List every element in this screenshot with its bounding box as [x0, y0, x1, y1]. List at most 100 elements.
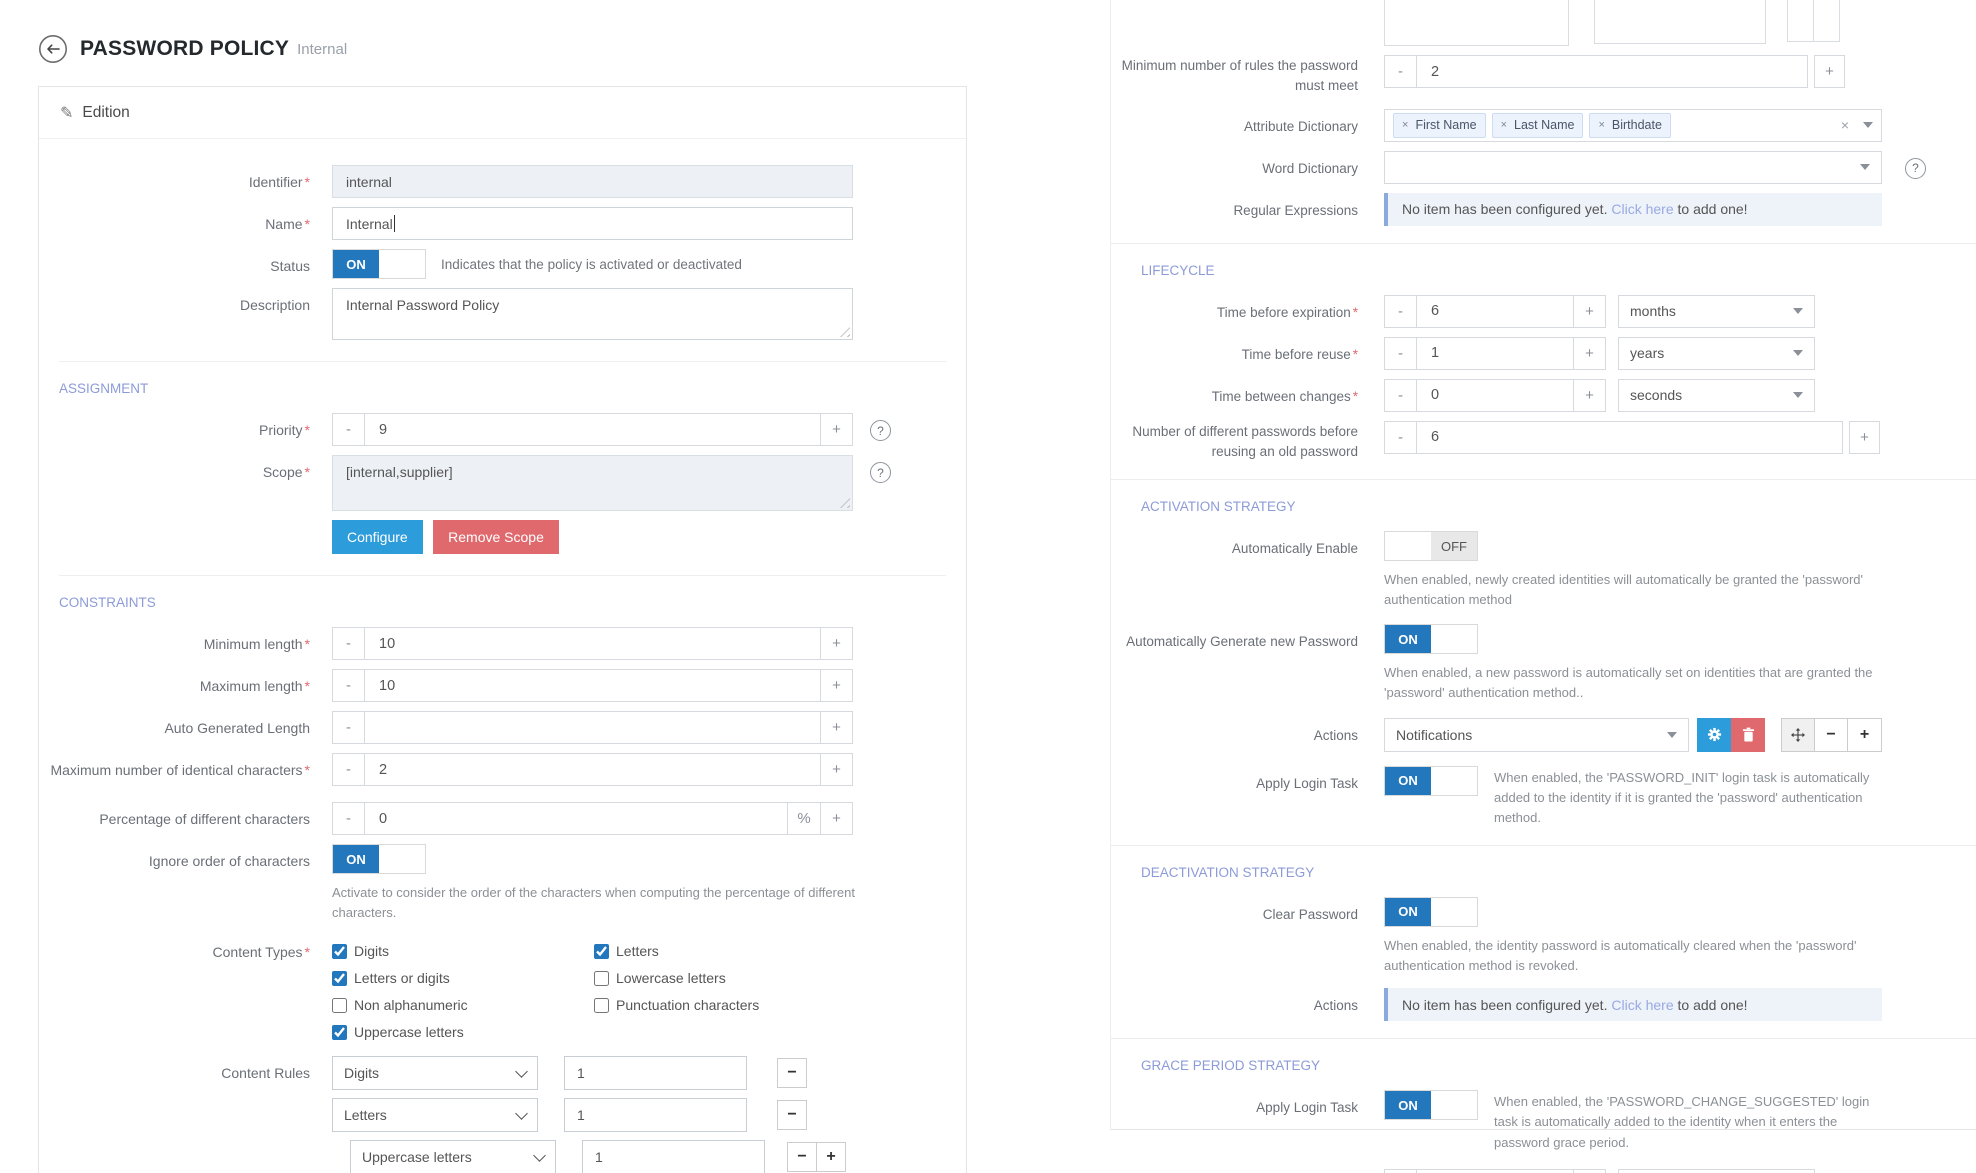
add-rule-button[interactable]: +: [816, 1142, 846, 1173]
minus-button[interactable]: -: [333, 754, 365, 785]
content-type-punctuation[interactable]: Punctuation characters: [594, 997, 853, 1013]
checkbox-input[interactable]: [594, 997, 609, 1013]
clipped-minus-button[interactable]: [1787, 0, 1814, 42]
remove-tag-icon[interactable]: ×: [1598, 119, 1605, 131]
plus-button[interactable]: +: [1849, 420, 1880, 454]
delete-action-button[interactable]: [1731, 717, 1765, 752]
content-rule-count-input[interactable]: 1: [582, 1140, 765, 1173]
remove-action-button[interactable]: −: [1815, 718, 1848, 751]
plus-button[interactable]: +: [1573, 1169, 1605, 1173]
remove-rule-button[interactable]: −: [787, 1142, 817, 1173]
clear-all-icon[interactable]: ×: [1840, 117, 1849, 133]
content-type-uppercase[interactable]: Uppercase letters: [332, 1024, 594, 1040]
between-changes-unit-select[interactable]: seconds: [1618, 378, 1815, 412]
attribute-tag-last-name[interactable]: × Last Name: [1491, 112, 1584, 138]
minimum-length-value[interactable]: 10: [379, 635, 396, 652]
attribute-tag-first-name[interactable]: × First Name: [1393, 112, 1486, 138]
actions-select[interactable]: Notifications: [1384, 717, 1689, 752]
remove-rule-button[interactable]: −: [777, 1100, 807, 1131]
clipped-select[interactable]: [1384, 0, 1569, 46]
max-identical-value[interactable]: 2: [379, 761, 388, 778]
minus-button[interactable]: -: [333, 628, 365, 659]
content-rule-type-select[interactable]: Uppercase letters: [350, 1140, 556, 1173]
word-dictionary-select[interactable]: [1384, 150, 1882, 184]
reuse-value[interactable]: 1: [1431, 345, 1440, 361]
checkbox-input[interactable]: [332, 943, 347, 959]
content-rule-count-input[interactable]: 1: [564, 1098, 747, 1133]
move-action-button[interactable]: [1782, 718, 1815, 751]
pct-different-value[interactable]: 0: [379, 810, 388, 827]
minus-button[interactable]: -: [1385, 421, 1417, 453]
configure-button[interactable]: Configure: [332, 520, 423, 554]
expiration-value[interactable]: 6: [1431, 303, 1440, 319]
plus-button[interactable]: +: [820, 628, 852, 659]
minus-button[interactable]: -: [1385, 295, 1417, 327]
plus-button[interactable]: +: [820, 712, 852, 743]
attribute-dictionary-input[interactable]: × First Name × Last Name × Birthdate ×: [1384, 108, 1882, 142]
minus-button[interactable]: -: [333, 414, 365, 445]
click-here-link[interactable]: Click here: [1611, 201, 1674, 217]
clipped-plus-button[interactable]: [1813, 0, 1840, 42]
period-unit-select[interactable]: days: [1618, 1168, 1815, 1173]
minus-button[interactable]: -: [1385, 337, 1417, 369]
remove-rule-button[interactable]: −: [777, 1058, 807, 1089]
between-changes-value[interactable]: 0: [1431, 387, 1440, 403]
reuse-unit-select[interactable]: years: [1618, 336, 1815, 370]
click-here-link[interactable]: Click here: [1611, 996, 1674, 1013]
apply-login-task-toggle[interactable]: ON: [1384, 765, 1478, 796]
minus-button[interactable]: -: [333, 712, 365, 743]
name-input[interactable]: Internal: [332, 207, 853, 240]
clear-password-toggle[interactable]: ON: [1384, 896, 1478, 927]
help-icon[interactable]: ?: [870, 462, 891, 483]
automatically-enable-toggle[interactable]: OFF: [1384, 531, 1478, 561]
content-type-letters-or-digits[interactable]: Letters or digits: [332, 970, 594, 986]
auto-generate-password-toggle[interactable]: ON: [1384, 624, 1478, 655]
auto-generated-length-value[interactable]: [365, 712, 820, 743]
checkbox-input[interactable]: [594, 970, 609, 986]
configure-action-button[interactable]: [1697, 717, 1731, 752]
help-icon[interactable]: ?: [870, 420, 891, 441]
attribute-tag-birthdate[interactable]: × Birthdate: [1589, 112, 1671, 138]
content-type-digits[interactable]: Digits: [332, 943, 594, 959]
description-textarea[interactable]: Internal Password Policy: [332, 288, 853, 340]
content-rule-type-select[interactable]: Digits: [332, 1056, 538, 1091]
back-button[interactable]: [38, 34, 68, 64]
checkbox-input[interactable]: [332, 970, 347, 986]
plus-button[interactable]: +: [1573, 295, 1605, 327]
priority-value[interactable]: 9: [379, 421, 388, 438]
chevron-down-icon[interactable]: [1863, 122, 1873, 128]
expiration-unit-select[interactable]: months: [1618, 294, 1815, 328]
remove-tag-icon[interactable]: ×: [1402, 119, 1409, 131]
plus-button[interactable]: +: [1814, 55, 1845, 88]
min-rules-value[interactable]: 2: [1431, 63, 1440, 80]
plus-button[interactable]: +: [1573, 337, 1605, 369]
content-rule-type-select[interactable]: Letters: [332, 1098, 538, 1133]
plus-button[interactable]: +: [1573, 379, 1605, 411]
plus-button[interactable]: +: [820, 803, 852, 834]
minus-button[interactable]: -: [1385, 56, 1417, 87]
minus-button[interactable]: -: [1385, 379, 1417, 411]
plus-button[interactable]: +: [820, 754, 852, 785]
minus-button[interactable]: -: [1385, 1169, 1417, 1173]
minus-button[interactable]: -: [333, 803, 365, 834]
content-type-letters[interactable]: Letters: [594, 943, 853, 959]
ignore-order-toggle[interactable]: ON: [332, 844, 426, 874]
checkbox-input[interactable]: [594, 943, 609, 959]
help-icon[interactable]: ?: [1905, 157, 1926, 179]
checkbox-input[interactable]: [332, 1024, 347, 1040]
content-type-lowercase[interactable]: Lowercase letters: [594, 970, 853, 986]
maximum-length-value[interactable]: 10: [379, 677, 396, 694]
password-history-value[interactable]: 6: [1431, 429, 1440, 445]
remove-scope-button[interactable]: Remove Scope: [433, 520, 559, 554]
content-rule-count-input[interactable]: 1: [564, 1056, 747, 1091]
plus-button[interactable]: +: [820, 670, 852, 701]
content-type-non-alphanumeric[interactable]: Non alphanumeric: [332, 997, 594, 1013]
plus-button[interactable]: +: [820, 414, 852, 445]
add-action-button[interactable]: +: [1859, 725, 1870, 743]
minus-button[interactable]: -: [333, 670, 365, 701]
status-toggle[interactable]: ON: [332, 249, 426, 279]
grace-apply-login-task-toggle[interactable]: ON: [1384, 1090, 1478, 1121]
remove-tag-icon[interactable]: ×: [1500, 119, 1507, 131]
checkbox-input[interactable]: [332, 997, 347, 1013]
clipped-input[interactable]: [1594, 0, 1766, 44]
